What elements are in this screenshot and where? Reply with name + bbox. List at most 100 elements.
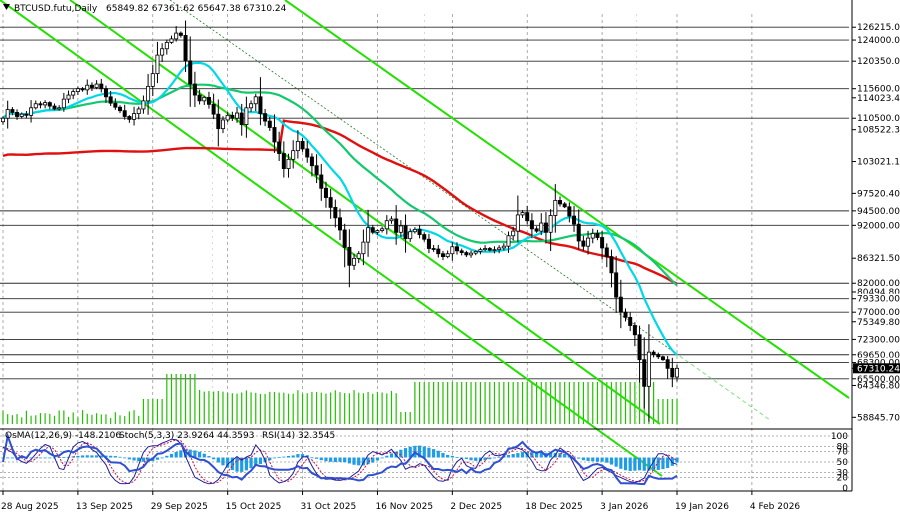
osma-bar: [212, 457, 216, 460]
osma-bar: [62, 457, 66, 458]
osma-bar: [600, 457, 604, 462]
osc-level-label: 100: [831, 432, 848, 442]
candle-body: [305, 148, 310, 158]
osma-bar: [530, 451, 534, 458]
osma-bar: [235, 457, 239, 472]
osma-bar: [408, 446, 412, 458]
osma-bar: [534, 452, 539, 458]
price-tick-label: 86321.50: [857, 254, 900, 264]
candle-body: [646, 351, 651, 387]
osma-bar: [464, 457, 468, 459]
candle-body: [258, 96, 263, 114]
price-tick-label: 110500.00: [857, 114, 900, 124]
candle-body: [103, 88, 108, 98]
osma-bar: [197, 451, 202, 458]
osma-bar: [230, 457, 234, 471]
candle-body: [455, 246, 460, 252]
midline: [169, 0, 675, 353]
symbol-label: BTCUSD.futu,Daily: [14, 4, 98, 14]
candle-body: [375, 230, 380, 233]
osc-level-label: 70: [837, 448, 849, 458]
osma-bar: [371, 457, 375, 463]
osma-bar: [127, 457, 131, 460]
osma-bar: [623, 457, 628, 471]
candle-body: [174, 32, 179, 40]
osma-bar: [99, 455, 103, 458]
osma-bar: [6, 457, 10, 459]
candle-body: [99, 83, 104, 90]
price-tag-bg: [853, 373, 900, 384]
candle-body: [66, 94, 71, 100]
price-tick-label: 115600.00: [857, 85, 900, 95]
channel-line: [0, 0, 663, 477]
osma-bar: [642, 457, 646, 471]
candle-body: [609, 256, 614, 274]
osc-level-label: 0: [842, 484, 848, 494]
price-tag-bg: [853, 349, 900, 360]
candle-body: [506, 235, 511, 247]
candle-body: [637, 334, 642, 361]
candle-body: [146, 85, 151, 102]
candle-body: [225, 114, 230, 121]
candle-body: [337, 217, 342, 231]
candle-body: [670, 367, 675, 378]
candle-body: [183, 35, 188, 62]
oscillator-panel: 1957.25670.00-2771.79610080705030200: [0, 428, 900, 494]
time-tick-label: 3 Jan 2026: [600, 502, 648, 512]
candle-body: [436, 248, 441, 255]
osma-bar: [160, 457, 164, 459]
candle-body: [118, 106, 123, 112]
osma-bar: [614, 457, 618, 467]
osma-bar: [90, 455, 94, 458]
candle-body: [347, 246, 352, 266]
osma-bar: [656, 457, 660, 470]
candle-body: [642, 359, 647, 387]
candle-body: [380, 228, 385, 231]
candle-body: [543, 222, 548, 233]
candle-body: [595, 233, 600, 238]
candle-body: [113, 102, 118, 108]
osma-bar: [314, 457, 319, 459]
osma-bar: [221, 457, 225, 466]
osma-bar: [432, 449, 436, 458]
candle-body: [136, 108, 141, 114]
osma-bar: [202, 453, 206, 458]
candle-body: [57, 107, 62, 110]
osma-bar: [441, 452, 445, 458]
candle-body: [300, 140, 305, 150]
dropdown-triangle-icon[interactable]: [3, 4, 10, 10]
osma-bar: [29, 457, 33, 459]
osma-bar: [183, 449, 188, 458]
price-tick-label: 58845.70: [857, 413, 900, 423]
osma-bar: [333, 457, 337, 463]
osc-level-label: 80: [837, 442, 849, 452]
candle-body: [562, 203, 567, 208]
osma-bar: [272, 457, 277, 459]
osc-level-label: 20: [837, 474, 849, 484]
osma-bar: [179, 450, 183, 458]
price-tag-bg: [853, 205, 900, 216]
osma-label: OsMA(12,26,9) -148.2106: [5, 431, 121, 441]
price-tag-bg: [853, 56, 900, 67]
osma-bar: [113, 456, 117, 458]
osma-bar: [357, 457, 361, 466]
osma-bar: [38, 457, 43, 459]
candle-body: [15, 112, 20, 117]
osma-bar: [155, 457, 160, 460]
osma-bar: [169, 453, 174, 458]
candle-body: [267, 120, 272, 128]
osma-bar: [385, 455, 389, 458]
price-tag-bg: [853, 357, 900, 368]
candle-body: [656, 354, 661, 358]
candle-body: [94, 83, 99, 88]
candle-body: [440, 253, 445, 258]
candle-body: [61, 98, 66, 109]
osma-bar: [497, 456, 501, 458]
osma-bar: [563, 453, 567, 458]
osma-bar: [244, 457, 248, 471]
osma-bar: [670, 457, 674, 466]
osma-bar: [43, 457, 47, 459]
osma-bar: [380, 457, 384, 459]
